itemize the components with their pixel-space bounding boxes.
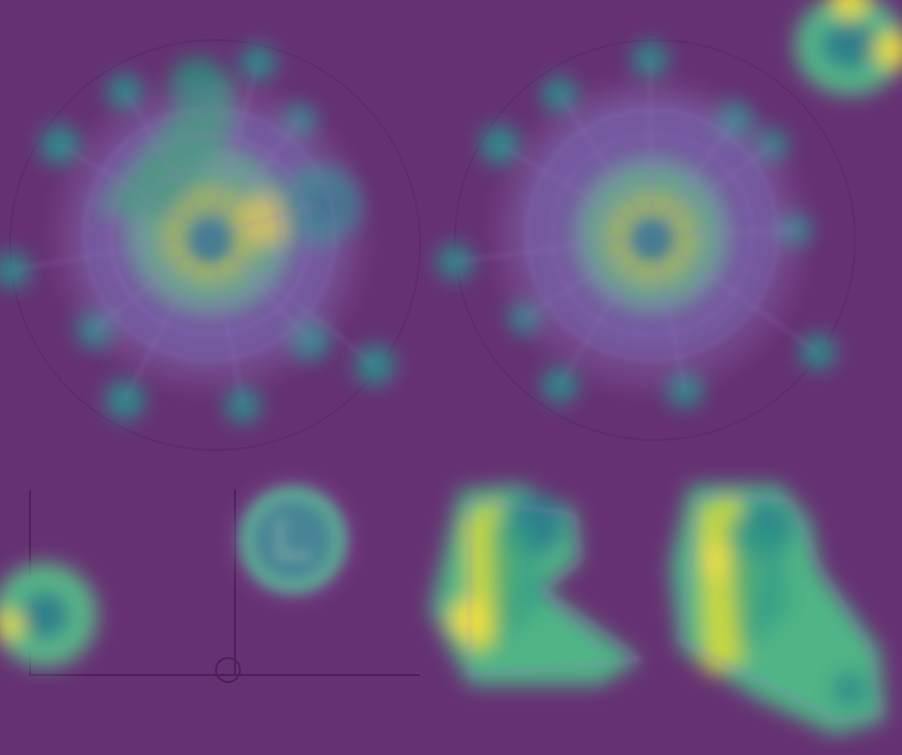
- outer-rings: [9, 39, 856, 451]
- halo-shapes: [55, 80, 805, 602]
- lower-right-heatmap-b: [670, 485, 885, 735]
- top-right-blob: [795, 0, 902, 95]
- lower-left-blob: [0, 563, 97, 667]
- dimension-lines: [29, 490, 420, 683]
- lower-right-heatmap-a: [430, 485, 643, 685]
